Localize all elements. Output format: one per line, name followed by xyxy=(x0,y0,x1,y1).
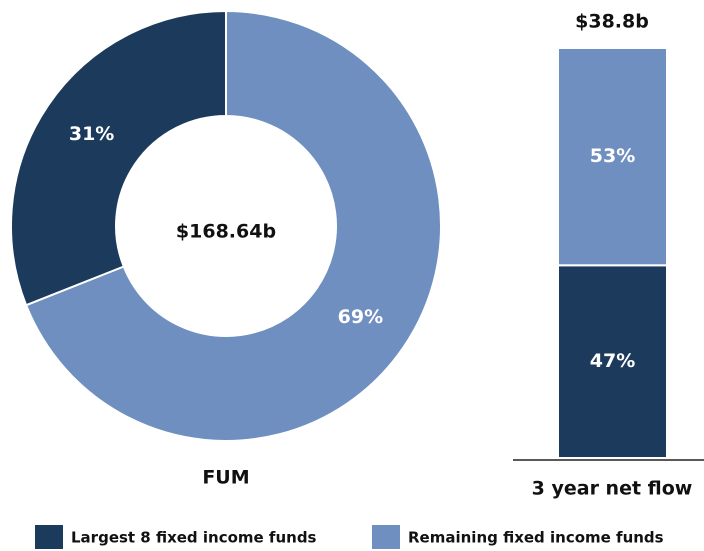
donut-slice xyxy=(10,9,227,307)
legend-swatch xyxy=(372,525,400,549)
bar-total-label: $38.8b xyxy=(575,11,649,33)
bar-segment xyxy=(557,47,668,267)
segment-label: 53% xyxy=(590,145,635,167)
donut-title: FUM xyxy=(202,467,249,489)
slice-label: 69% xyxy=(338,306,383,328)
legend-label: Largest 8 fixed income funds xyxy=(71,529,317,547)
slice-label: 31% xyxy=(69,123,114,145)
segment-label: 47% xyxy=(590,350,635,372)
bar-segment xyxy=(557,264,668,459)
legend-label: Remaining fixed income funds xyxy=(408,529,664,547)
donut-center-label: $168.64b xyxy=(176,221,276,243)
legend-swatch xyxy=(35,525,63,549)
donut-slice xyxy=(24,9,442,442)
bar-title: 3 year net flow xyxy=(532,478,693,500)
